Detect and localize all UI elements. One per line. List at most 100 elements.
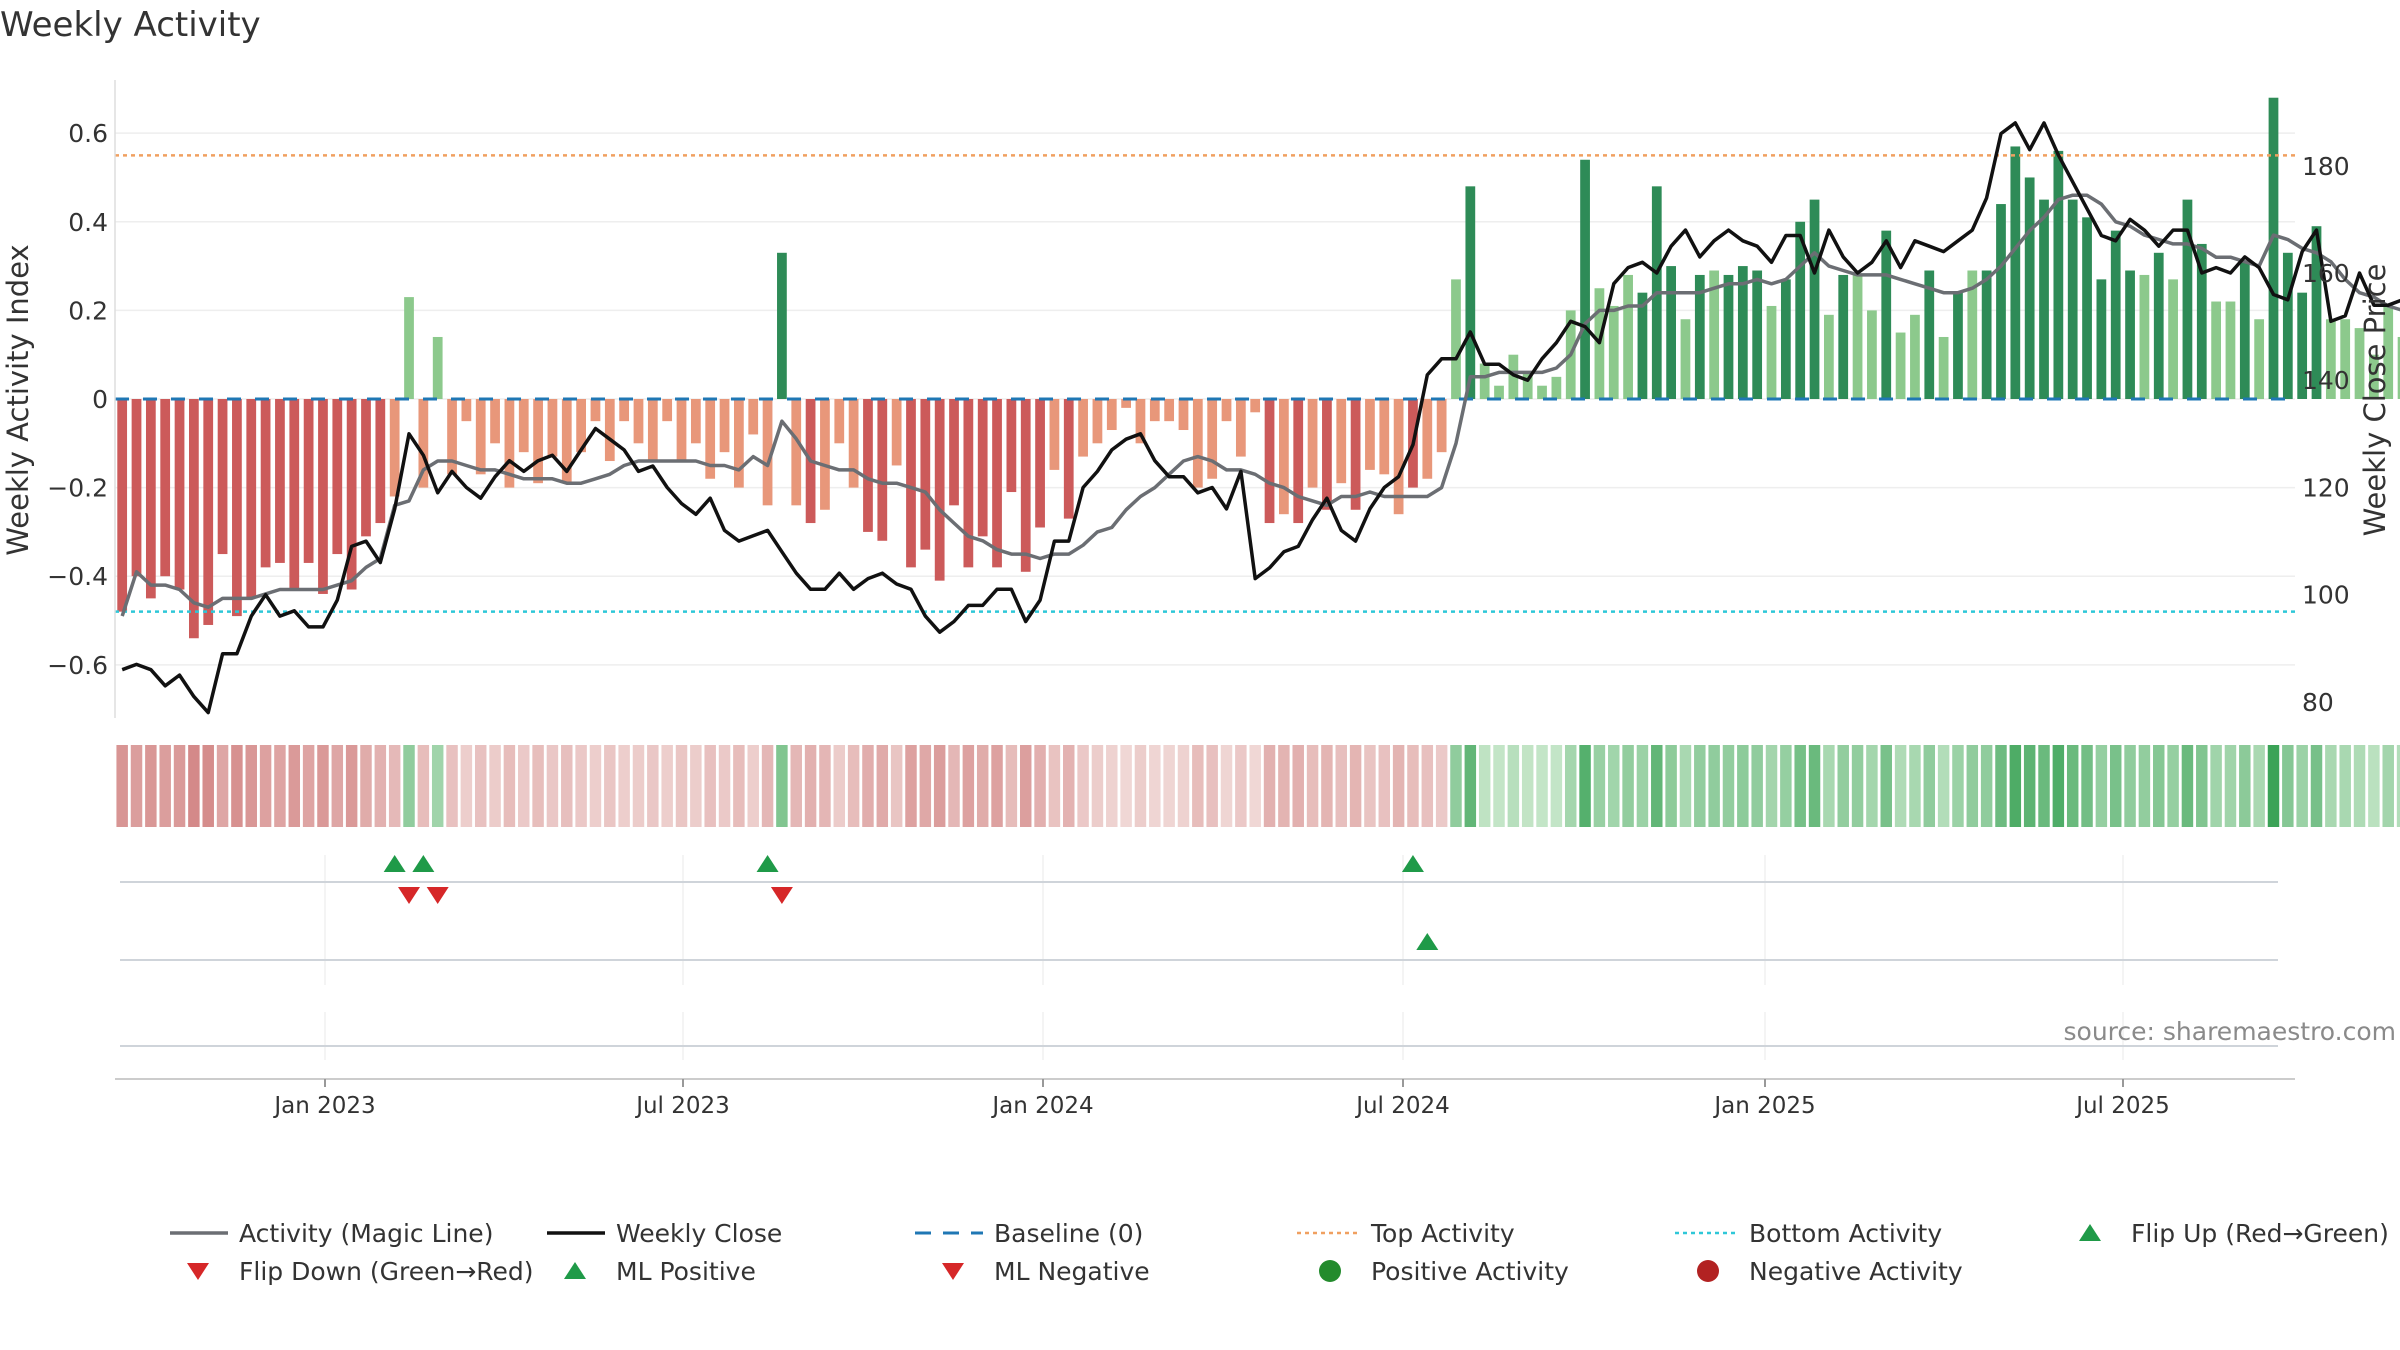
activity-bar bbox=[2311, 226, 2322, 399]
color-strip-cell bbox=[1937, 745, 1950, 827]
activity-bar bbox=[1149, 399, 1160, 422]
activity-bar bbox=[1365, 399, 1375, 470]
activity-bar bbox=[475, 399, 486, 475]
flip-down-marker bbox=[398, 887, 421, 904]
color-strip-cell bbox=[1751, 745, 1763, 827]
color-strip-cell bbox=[661, 745, 673, 827]
legend-label: ML Positive bbox=[616, 1257, 756, 1286]
color-strip-cell bbox=[431, 745, 444, 827]
color-strip-cell bbox=[790, 745, 802, 827]
activity-bar bbox=[504, 399, 515, 488]
left-tick-label: 0.4 bbox=[68, 208, 108, 237]
color-strip-cell bbox=[1306, 745, 1319, 827]
color-strip-cell bbox=[2109, 745, 2122, 827]
activity-bar bbox=[1709, 270, 1720, 399]
activity-bar bbox=[275, 399, 285, 563]
activity-bar bbox=[633, 399, 644, 444]
color-strip-cell bbox=[546, 745, 559, 827]
activity-bar bbox=[1938, 336, 1949, 399]
activity-bar bbox=[2369, 354, 2379, 399]
color-strip-cell bbox=[1421, 745, 1434, 827]
activity-bar bbox=[1752, 270, 1763, 399]
activity-bar bbox=[145, 399, 156, 599]
color-strip-cell bbox=[288, 745, 301, 827]
activity-bar bbox=[1135, 399, 1146, 444]
color-strip-cell bbox=[1220, 745, 1233, 827]
activity-bar bbox=[1235, 399, 1246, 457]
color-strip-cell bbox=[1278, 745, 1290, 827]
color-strip-cell bbox=[761, 745, 774, 827]
activity-bar bbox=[289, 399, 300, 590]
activity-bar bbox=[2110, 230, 2121, 399]
color-strip-cell bbox=[116, 745, 128, 827]
activity-bar bbox=[1221, 399, 1232, 422]
activity-bar bbox=[1881, 230, 1892, 399]
activity-bar bbox=[461, 399, 472, 422]
color-strip-cell bbox=[1263, 745, 1276, 827]
activity-bar bbox=[447, 399, 457, 475]
activity-bar bbox=[1910, 314, 1920, 399]
activity-bar bbox=[418, 399, 429, 488]
flip-down-marker bbox=[426, 887, 449, 904]
color-strip-cell bbox=[259, 745, 272, 827]
color-strip-cell bbox=[1737, 745, 1749, 827]
activity-bar bbox=[1293, 399, 1304, 524]
color-strip-cell bbox=[2196, 745, 2208, 827]
color-strip-cell bbox=[847, 745, 860, 827]
color-strip-cell bbox=[1349, 745, 1362, 827]
left-tick-label: 0 bbox=[92, 385, 108, 414]
activity-bar bbox=[1780, 279, 1791, 399]
activity-bar bbox=[662, 399, 673, 422]
right-tick-label: 100 bbox=[2302, 581, 2350, 610]
color-strip-cell bbox=[1579, 745, 1591, 827]
activity-bar bbox=[2282, 252, 2293, 399]
legend-label: Activity (Magic Line) bbox=[239, 1219, 493, 1248]
color-strip-cell bbox=[589, 745, 602, 827]
color-strip-cell bbox=[2124, 745, 2136, 827]
chart-title: Weekly Activity bbox=[0, 5, 261, 45]
color-strip-cell bbox=[976, 745, 989, 827]
color-strip-cell bbox=[1192, 745, 1204, 827]
color-strip-cell bbox=[876, 745, 889, 827]
color-strip-cell bbox=[503, 745, 516, 827]
color-strip-cell bbox=[1407, 745, 1419, 827]
activity-bar bbox=[518, 399, 529, 453]
color-strip-cell bbox=[360, 745, 372, 827]
activity-bar bbox=[2297, 292, 2308, 399]
activity-bar bbox=[2153, 252, 2164, 399]
activity-bar bbox=[2168, 279, 2178, 399]
color-strip-cell bbox=[704, 745, 716, 827]
activity-bar bbox=[490, 399, 500, 444]
activity-bar bbox=[217, 399, 228, 555]
activity-bar bbox=[1393, 399, 1404, 515]
x-tick-label: Jul 2024 bbox=[1354, 1093, 1450, 1119]
color-strip-cell bbox=[2310, 745, 2323, 827]
activity-bar bbox=[1422, 399, 1433, 479]
color-strip-cell bbox=[388, 745, 401, 827]
color-strip-cell bbox=[345, 745, 358, 827]
activity-bar bbox=[906, 399, 916, 568]
color-strip-cell bbox=[2181, 745, 2194, 827]
color-strip-cell bbox=[1120, 745, 1132, 827]
activity-bar bbox=[131, 399, 142, 577]
activity-bar bbox=[619, 399, 630, 422]
activity-bar bbox=[432, 336, 443, 399]
activity-bar bbox=[1766, 305, 1777, 399]
activity-bar bbox=[2397, 336, 2400, 399]
activity-bar bbox=[877, 399, 888, 541]
color-strip-cell bbox=[460, 745, 473, 827]
activity-bar bbox=[1164, 399, 1175, 422]
color-strip-cell bbox=[1034, 745, 1046, 827]
left-tick-label: −0.6 bbox=[47, 651, 108, 680]
color-strip-cell bbox=[2023, 745, 2036, 827]
activity-bar bbox=[189, 399, 199, 639]
activity-bar bbox=[260, 399, 271, 568]
activity-bar bbox=[2268, 97, 2279, 399]
activity-bar bbox=[561, 399, 572, 484]
color-strip-cell bbox=[1980, 745, 1993, 827]
flip-down-marker bbox=[770, 887, 793, 904]
color-strip-cell bbox=[1206, 745, 1218, 827]
color-strip-cell bbox=[718, 745, 731, 827]
activity-bar bbox=[1522, 372, 1533, 399]
activity-bar bbox=[1680, 319, 1691, 399]
